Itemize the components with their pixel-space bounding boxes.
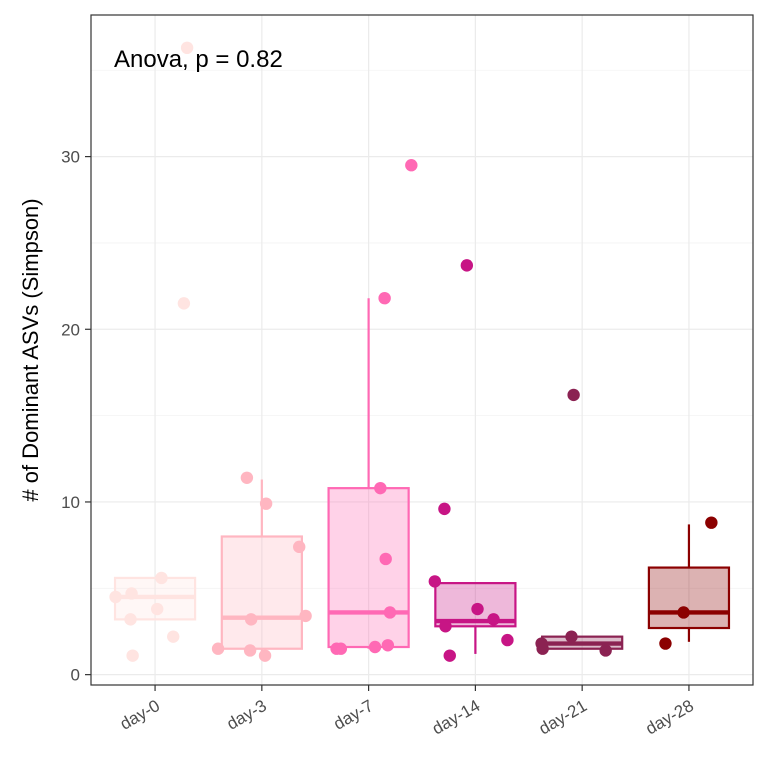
- data-point: [180, 41, 194, 55]
- data-point: [565, 630, 578, 643]
- data-point: [240, 471, 254, 484]
- plot-panel-background: [91, 15, 753, 685]
- data-point: [383, 606, 397, 619]
- data-point: [471, 602, 484, 616]
- box-body: [327, 487, 410, 649]
- data-point: [124, 613, 137, 626]
- x-tick-label: day-0: [117, 696, 163, 734]
- data-point: [244, 613, 258, 626]
- data-point: [211, 642, 225, 655]
- data-point: [659, 637, 672, 650]
- data-point: [125, 587, 138, 600]
- data-point: [243, 644, 257, 657]
- y-axis-title: # of Dominant ASVs (Simpson): [18, 198, 43, 501]
- data-point: [438, 502, 451, 516]
- x-axis-ticks: day-0 day-3 day-7 day-14 day-21 day-28: [117, 685, 697, 738]
- data-point: [501, 633, 514, 647]
- x-tick-label: day-14: [429, 696, 484, 738]
- data-point: [677, 606, 690, 619]
- data-point: [167, 630, 180, 643]
- box-body: [647, 566, 731, 630]
- anova-annotation: Anova, p = 0.82: [114, 46, 283, 73]
- data-point: [378, 291, 391, 305]
- data-point: [428, 575, 442, 588]
- data-point: [299, 609, 312, 623]
- box-day-7: [327, 298, 410, 649]
- data-point: [443, 649, 456, 662]
- x-tick-label: day-7: [330, 696, 376, 734]
- y-tick-label: 10: [61, 493, 80, 512]
- x-tick-label: day-28: [642, 696, 697, 738]
- data-point: [567, 388, 580, 402]
- x-tick-label: day-21: [536, 696, 591, 738]
- data-point: [405, 159, 418, 172]
- y-tick-label: 0: [71, 666, 80, 685]
- data-point: [439, 620, 452, 633]
- data-point: [381, 639, 395, 652]
- data-point: [374, 481, 387, 495]
- data-point: [258, 649, 272, 662]
- data-point: [599, 644, 612, 657]
- data-point: [126, 649, 139, 662]
- data-point: [151, 602, 164, 616]
- y-tick-label: 20: [61, 320, 80, 339]
- box-day-28: [647, 524, 731, 642]
- y-tick-label: 30: [61, 148, 80, 167]
- plot-panel-border: [90, 14, 754, 686]
- data-point: [293, 540, 306, 554]
- points-layer: [109, 41, 718, 662]
- data-point: [379, 552, 392, 566]
- data-point: [705, 516, 718, 529]
- data-point: [460, 259, 474, 272]
- data-point: [487, 613, 500, 626]
- data-point: [177, 297, 191, 310]
- data-point: [368, 640, 382, 654]
- y-axis-ticks: 0 10 20 30: [61, 148, 91, 685]
- box-body: [220, 535, 303, 650]
- data-point: [155, 571, 168, 585]
- data-point: [334, 642, 348, 655]
- data-point: [259, 497, 273, 510]
- x-tick-label: day-3: [224, 696, 270, 734]
- data-point: [536, 642, 549, 655]
- data-point: [109, 590, 122, 604]
